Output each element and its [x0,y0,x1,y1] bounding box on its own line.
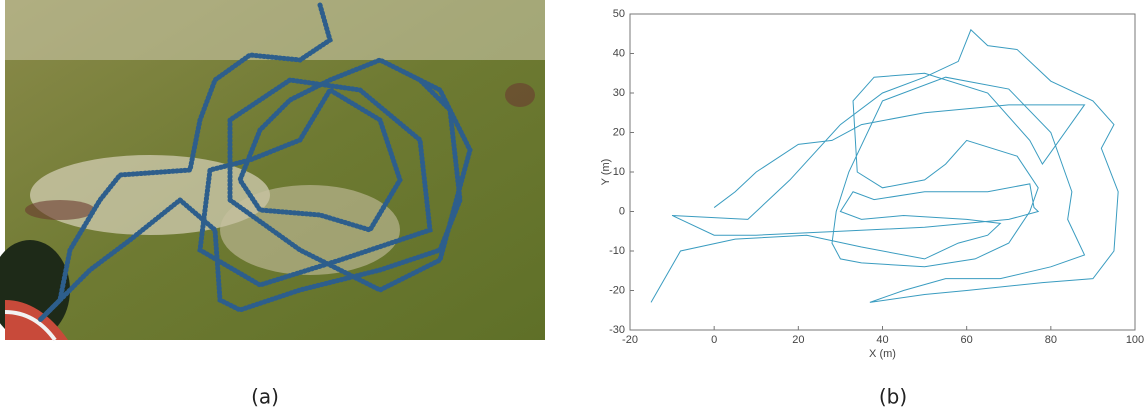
x-tick-label: 100 [1126,334,1144,346]
y-tick-label: 10 [613,166,625,178]
figure: -20020406080100-30-20-1001020304050X (m)… [0,0,1145,415]
panel-caption: (b) [879,385,907,409]
figure-svg: -20020406080100-30-20-1001020304050X (m)… [0,0,1145,415]
y-tick-label: 40 [613,47,625,59]
aerial-photo [0,0,545,340]
x-tick-label: 0 [711,334,717,346]
y-tick-label: 20 [613,126,625,138]
y-tick-label: 30 [613,87,625,99]
x-tick-label: 60 [961,334,973,346]
x-axis-label: X (m) [869,348,896,360]
x-tick-label: 20 [792,334,804,346]
y-tick-label: 50 [613,8,625,20]
x-tick-label: 40 [876,334,888,346]
y-tick-label: -20 [609,284,625,296]
y-tick-label: 0 [619,205,625,217]
y-tick-label: -10 [609,245,625,257]
plot-frame [630,14,1135,330]
x-tick-label: 80 [1045,334,1057,346]
panel-caption: (a) [251,385,279,409]
y-axis-label: Y (m) [600,159,612,186]
y-tick-label: -30 [609,324,625,336]
